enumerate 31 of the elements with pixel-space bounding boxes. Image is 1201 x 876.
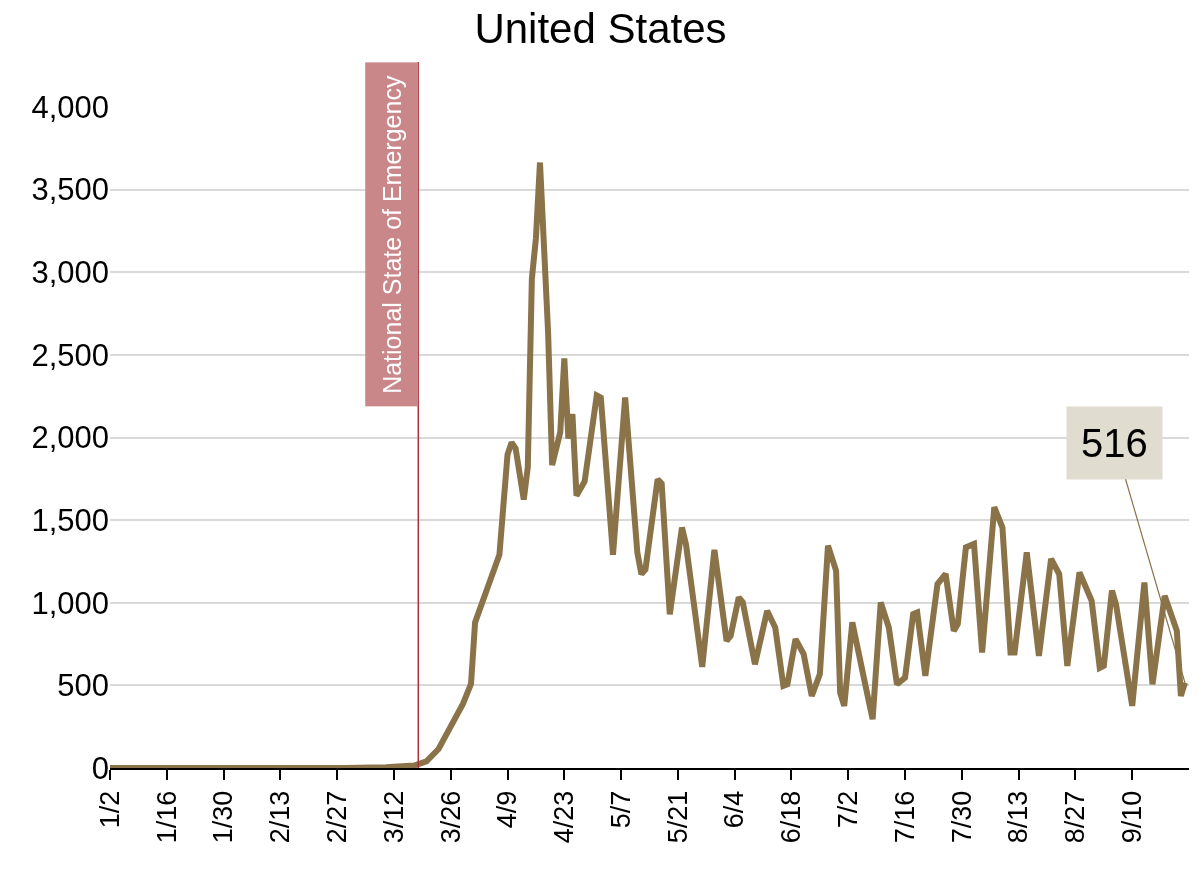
x-tick-label: 6/4 [719,790,750,829]
x-tick-label: 8/27 [1060,790,1091,844]
x-tick-label: 1/30 [208,790,239,844]
y-tick-label: 500 [57,668,109,704]
x-tick-label: 5/7 [605,790,636,829]
x-tick-label: 4/23 [549,790,580,844]
y-tick-label: 1,500 [31,502,109,538]
y-tick-label: 0 [91,750,109,786]
x-tick-label: 5/21 [662,790,693,844]
x-tick-label: 2/27 [321,790,352,844]
y-tick-label: 3,500 [31,172,109,208]
x-tick-label: 4/9 [492,790,523,829]
x-tick-label: 1/16 [151,790,182,844]
y-tick-label: 1,000 [31,585,109,621]
chart-title: United States [474,4,727,52]
x-tick-label: 9/10 [1116,790,1147,844]
x-tick-label: 7/30 [946,790,977,844]
annotation: 516 [1081,421,1148,465]
x-tick-label: 3/26 [435,790,466,844]
ref-line-label: National State of Emergency [377,75,406,394]
y-tick-label: 2,500 [31,337,109,373]
x-tick-label: 7/2 [833,790,864,829]
y-tick-label: 2,000 [31,420,109,456]
x-tick-label: 8/13 [1003,790,1034,844]
y-tick-label: 4,000 [31,89,109,125]
x-tick-label: 2/13 [265,790,296,844]
x-tick-label: 7/16 [889,790,920,844]
y-tick-label: 3,000 [31,255,109,291]
x-tick-label: 6/18 [776,790,807,844]
x-tick-label: 3/12 [378,790,409,844]
x-tick-label: 1/2 [94,790,125,829]
